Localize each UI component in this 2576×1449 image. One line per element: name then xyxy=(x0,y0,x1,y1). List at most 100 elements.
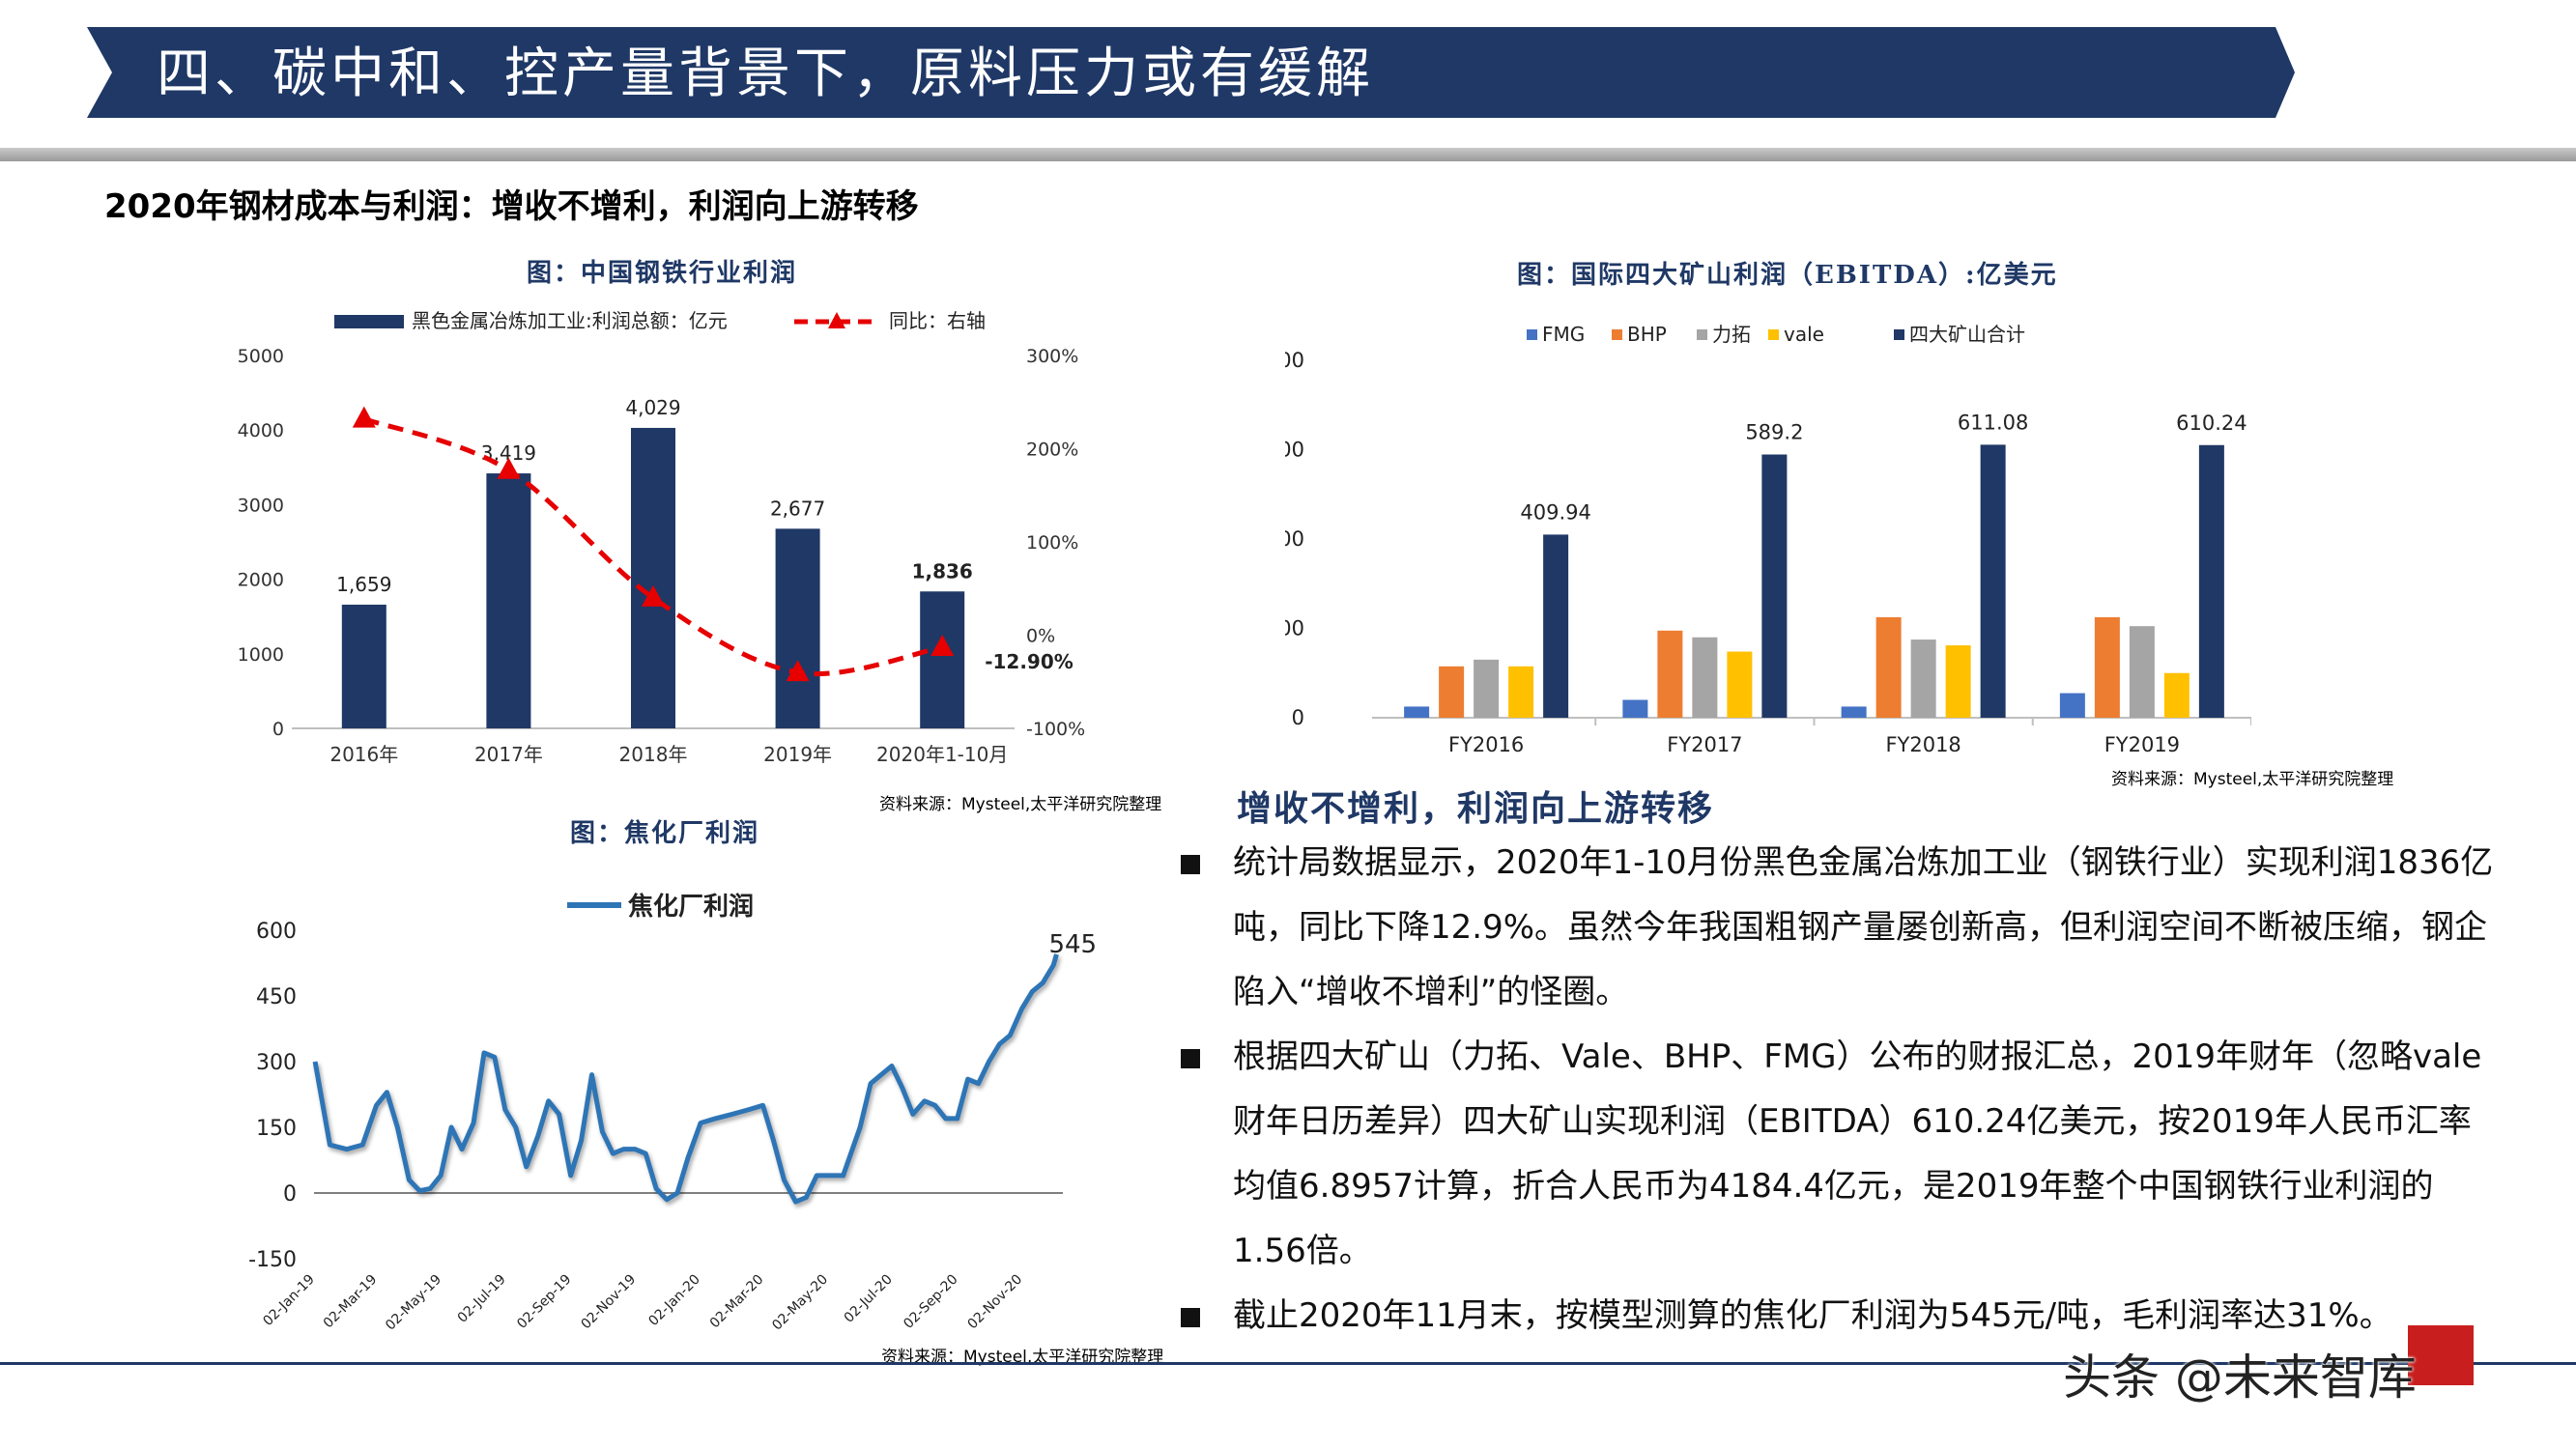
x-tick-label: FY2016 xyxy=(1448,733,1524,756)
watermark: 头条 @未来智库 xyxy=(2063,1350,2417,1406)
bullet-item: 截止2020年11月末，按模型测算的焦化厂利润为545元/吨，毛利润率达31%。 xyxy=(1181,1284,2495,1349)
page-title: 四、碳中和、控产量背景下，原料压力或有缓解 xyxy=(157,43,1374,105)
page-subtitle: 2020年钢材成本与利润：增收不增利，利润向上游转移 xyxy=(104,187,919,226)
legend-marker-triangle-icon xyxy=(828,312,845,328)
x-tick-label: 02-May-20 xyxy=(769,1272,831,1334)
bar xyxy=(1508,666,1534,718)
bar xyxy=(1980,444,2006,718)
x-tick-label: 02-Sep-19 xyxy=(514,1272,574,1332)
steel-chart-source: 资料来源：Mysteel,太平洋研究院整理 xyxy=(879,795,1162,814)
bar xyxy=(1761,454,1788,718)
legend-swatch xyxy=(1894,329,1904,340)
y-tick-label: 150 xyxy=(256,1117,297,1141)
legend-swatch xyxy=(1527,329,1537,340)
bar xyxy=(920,591,965,728)
bar xyxy=(1657,630,1683,718)
coke-profit-chart: 焦化厂利润 -150 0 150 300 450 600 02-Jan-19 02-Mar-19… xyxy=(248,892,1097,1334)
y2-tick-label: 200% xyxy=(1026,440,1078,461)
bullet-item: 根据四大矿山（力拓、Vale、BHP、FMG）公布的财报汇总，2019年财年（忽… xyxy=(1181,1025,2495,1284)
bar-data-label: 409.94 xyxy=(1520,500,1590,524)
steel-chart-title: 图：中国钢铁行业利润 xyxy=(527,259,798,288)
bar xyxy=(1543,534,1569,718)
y2-tick-label: 0% xyxy=(1026,626,1055,647)
x-tick-label: 2020年1-10月 xyxy=(876,743,1008,766)
legend-label: BHP xyxy=(1627,323,1667,346)
bullet-item: 统计局数据显示，2020年1-10月份黑色金属冶炼加工业（钢铁行业）实现利润18… xyxy=(1181,831,2495,1025)
y-tick-label: 300 xyxy=(256,1051,297,1075)
square-bullet-icon xyxy=(1181,1308,1200,1327)
bar xyxy=(775,528,820,728)
yoy-data-label: -12.90% xyxy=(985,650,1073,673)
y-tick-label: 800 xyxy=(1285,349,1304,372)
bar-data-label: 4,029 xyxy=(625,396,680,419)
legend-label: 焦化厂利润 xyxy=(628,892,754,922)
y-tick-label: 450 xyxy=(256,985,297,1009)
x-tick-label: 02-May-19 xyxy=(383,1272,444,1334)
y-tick-label: 600 xyxy=(256,920,297,944)
legend-label: FMG xyxy=(1542,323,1585,346)
bullet-list: 统计局数据显示，2020年1-10月份黑色金属冶炼加工业（钢铁行业）实现利润18… xyxy=(1181,831,2495,1349)
y-tick-label: 3000 xyxy=(238,495,284,516)
y-tick-label: 2000 xyxy=(238,570,284,591)
bar-data-label: 1,836 xyxy=(912,559,973,582)
legend-label: 四大矿山合计 xyxy=(1909,323,2025,346)
bar xyxy=(2059,693,2085,718)
legend-swatch xyxy=(1612,329,1622,340)
legend-label-line: 同比：右轴 xyxy=(889,309,986,332)
y-tick-label: 5000 xyxy=(238,346,284,367)
y-tick-label: 200 xyxy=(1285,617,1304,640)
bar xyxy=(1910,639,1936,718)
legend-label-bar: 黑色金属冶炼加工业:利润总额：亿元 xyxy=(412,309,728,332)
bullet-text: 根据四大矿山（力拓、Vale、BHP、FMG）公布的财报汇总，2019年财年（忽… xyxy=(1233,1037,2482,1270)
y-tick-label: 400 xyxy=(1285,527,1304,551)
bar xyxy=(1875,616,1902,718)
coke-chart-title: 图：焦化厂利润 xyxy=(570,819,760,848)
bar xyxy=(341,604,386,728)
bar xyxy=(1474,659,1500,718)
section-title: 增收不增利，利润向上游转移 xyxy=(1237,788,1715,829)
y-tick-label: 600 xyxy=(1285,439,1304,462)
x-tick-label: 02-Mar-19 xyxy=(321,1272,381,1332)
x-tick-label: 02-Jan-20 xyxy=(645,1272,702,1329)
y-tick-label: 0 xyxy=(283,1182,297,1207)
end-data-label: 545 xyxy=(1048,930,1097,959)
bar-data-label: 611.08 xyxy=(1958,411,2028,434)
bar-data-label: 2,677 xyxy=(770,497,825,520)
y-tick-label: -150 xyxy=(248,1248,297,1272)
x-tick-label: FY2019 xyxy=(2104,733,2180,756)
bullet-text: 统计局数据显示，2020年1-10月份黑色金属冶炼加工业（钢铁行业）实现利润18… xyxy=(1233,843,2494,1011)
bar xyxy=(2198,444,2224,718)
y-tick-label: 0 xyxy=(272,719,284,740)
yoy-line xyxy=(362,416,943,677)
bar xyxy=(2129,626,2155,718)
bar xyxy=(631,427,675,728)
top-divider xyxy=(0,148,2576,161)
x-tick-label: 02-Nov-20 xyxy=(965,1272,1026,1333)
legend-swatch xyxy=(1768,329,1779,340)
legend-label: vale xyxy=(1784,323,1824,346)
x-tick-label: 02-Mar-20 xyxy=(707,1272,767,1332)
mines-ebitda-chart: FMG BHP 力拓 vale 四大矿山合计 0 200 400 600 800 FY2016 409… xyxy=(1285,323,2251,756)
x-tick-label: 2019年 xyxy=(763,743,832,766)
square-bullet-icon xyxy=(1181,1049,1200,1068)
y2-tick-label: 100% xyxy=(1026,532,1078,554)
x-tick-label: 2016年 xyxy=(329,743,398,766)
bottom-divider xyxy=(0,1362,2576,1365)
y-tick-label: 0 xyxy=(1292,706,1304,729)
yoy-marker-triangle xyxy=(930,634,955,656)
bar xyxy=(1439,666,1465,718)
x-tick-label: 02-Jul-20 xyxy=(842,1272,896,1326)
yoy-marker-triangle xyxy=(642,584,665,607)
bar-data-label: 1,659 xyxy=(336,573,391,596)
x-tick-label: FY2018 xyxy=(1885,733,1961,756)
x-tick-label: 02-Jul-19 xyxy=(455,1272,509,1326)
bar xyxy=(486,473,531,728)
bar xyxy=(1622,699,1648,718)
x-tick-label: 2017年 xyxy=(474,743,543,766)
profit-line xyxy=(312,953,1059,1205)
yoy-marker-triangle xyxy=(352,406,376,428)
x-tick-label: 02-Nov-19 xyxy=(579,1272,640,1333)
x-tick-label: 02-Jan-19 xyxy=(260,1272,317,1329)
bar xyxy=(2163,672,2190,718)
square-bullet-icon xyxy=(1181,855,1200,874)
